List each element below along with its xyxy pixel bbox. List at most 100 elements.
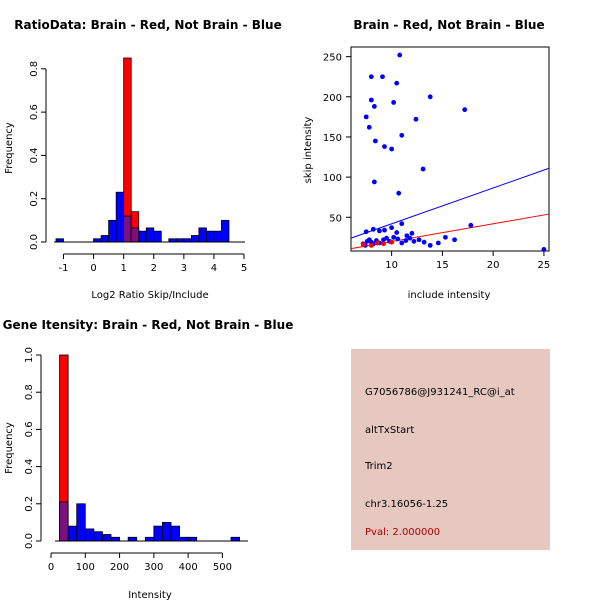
gene-x-tick-label: 500: [213, 562, 232, 573]
blue-point: [372, 138, 378, 144]
blue-point: [421, 239, 427, 245]
ratio-y-axis: 0.0 0.2 0.4 0.6 0.8: [29, 61, 47, 250]
blue-point: [371, 179, 377, 185]
gene-blue-bar: [84, 528, 95, 542]
gene-blue-bar: [187, 536, 198, 542]
ratio-blue-bar: [145, 227, 155, 243]
scatter-x-tick-label: 10: [385, 260, 398, 271]
gene-y-label: Frequency: [4, 422, 15, 474]
event-type: altTxStart: [365, 425, 415, 436]
gene-y-tick-label: 0.8: [24, 384, 35, 400]
gene-blue-bar: [110, 536, 120, 542]
gene-chart-title: Gene Itensity: Brain - Red, Not Brain - …: [3, 318, 294, 332]
gene-x-tick-label: 300: [144, 562, 163, 573]
red-point: [360, 242, 366, 247]
red-point: [368, 242, 374, 248]
ratio-y-tick-label: 0.6: [29, 104, 40, 120]
blue-point: [462, 107, 468, 113]
scatter-plot-box: [350, 46, 550, 252]
intensity-scatter: Brain - Red, Not Brain - Blue 10 15 20 25 5…: [303, 18, 550, 301]
blue-point: [394, 230, 400, 235]
gene-intensity-histogram: Gene Itensity: Brain - Red, Not Brain - …: [3, 318, 294, 600]
ratio-x-tick-label: -1: [59, 263, 69, 274]
red-point: [375, 240, 380, 246]
ratio-blue-bar: [190, 235, 200, 243]
scatter-x-tick-label: 20: [487, 260, 500, 271]
scatter-y-label: skip intensity: [303, 117, 314, 184]
scatter-y-axis: 50 100 150 200 250: [323, 53, 351, 224]
scatter-regression-lines: [350, 167, 550, 250]
blue-point: [371, 104, 377, 109]
blue-point: [409, 230, 415, 236]
ratio-y-tick-label: 0.2: [29, 191, 40, 207]
blue-point: [391, 100, 397, 105]
ratio-x-tick-label: 4: [211, 263, 217, 274]
ratio-x-tick-label: 0: [90, 263, 96, 274]
blue-point: [427, 242, 433, 248]
blue-point: [389, 146, 395, 152]
ratio-x-tick-label: 2: [151, 263, 157, 274]
ratio-y-tick-label: 0.4: [29, 147, 40, 163]
scatter-x-axis: 10 15 20 25: [385, 251, 550, 271]
ratio-blue-bar: [221, 219, 230, 243]
blue-point: [452, 237, 457, 243]
ratio-blue-bar: [108, 219, 117, 243]
genomic-location: chr3.16056-1.25: [365, 499, 449, 510]
ratio-blue-bar: [115, 191, 125, 243]
ratio-x-tick-label: 5: [241, 263, 247, 274]
scatter-x-tick-label: 15: [436, 260, 449, 271]
blue-point: [395, 236, 401, 242]
blue-point: [382, 227, 387, 233]
blue-point: [411, 238, 417, 244]
ratio-overlap-bar: [130, 227, 140, 243]
blue-point: [377, 228, 382, 234]
blue-point: [399, 240, 405, 246]
scatter-x-label: include intensity: [408, 290, 491, 301]
ratio-blue-bar: [213, 230, 222, 243]
gene-y-tick-label: 0.0: [24, 533, 35, 549]
scatter-points: [360, 52, 547, 252]
scatter-y-tick-label: 150: [323, 133, 342, 144]
ratio-x-label: Log2 Ratio Skip/Include: [91, 290, 208, 301]
blue-point: [394, 80, 400, 86]
gene-blue-bar: [230, 536, 240, 542]
gene-x-tick-label: 200: [110, 562, 129, 573]
scatter-y-tick-label: 100: [323, 173, 342, 184]
gene-y-tick-label: 0.2: [24, 496, 35, 512]
gene-bars: [59, 354, 240, 542]
gene-x-tick-label: 0: [48, 562, 54, 573]
gene-x-axis: 0 100 200 300 400 500: [48, 552, 232, 573]
gene-y-tick-label: 1.0: [24, 347, 35, 363]
ratio-red-bar: [123, 57, 132, 243]
gene-x-tick-label: 400: [179, 562, 198, 573]
gene-blue-bar: [102, 534, 112, 542]
blue-point: [420, 166, 426, 172]
blue-point: [384, 235, 389, 241]
ratio-x-tick-label: 3: [181, 263, 187, 274]
gene-blue-bar: [67, 525, 78, 542]
blue-point: [363, 229, 369, 235]
gene-blue-bar: [179, 536, 189, 542]
ratio-blue-bar: [100, 235, 110, 243]
ratio-blue-bar: [153, 230, 162, 243]
scatter-x-tick-label: 25: [538, 260, 551, 271]
p-value: Pval: 2.000000: [365, 527, 441, 538]
scatter-y-tick-label: 50: [329, 213, 342, 224]
blue-point: [468, 222, 474, 228]
gene-blue-bar: [170, 525, 180, 542]
blue-point: [427, 94, 433, 100]
blue-point: [541, 246, 547, 252]
blue-regression-line: [350, 167, 550, 239]
blue-point: [370, 226, 376, 232]
blue-point: [399, 132, 405, 138]
ratio-y-tick-label: 0.0: [29, 234, 40, 250]
blue-point: [380, 74, 385, 80]
blue-point: [366, 124, 372, 130]
blue-point: [416, 237, 422, 243]
blue-point: [382, 144, 387, 149]
blue-point: [389, 225, 395, 231]
ratio-y-tick-label: 0.8: [29, 61, 40, 77]
gene-blue-bar: [76, 503, 86, 542]
blue-point: [397, 52, 403, 58]
